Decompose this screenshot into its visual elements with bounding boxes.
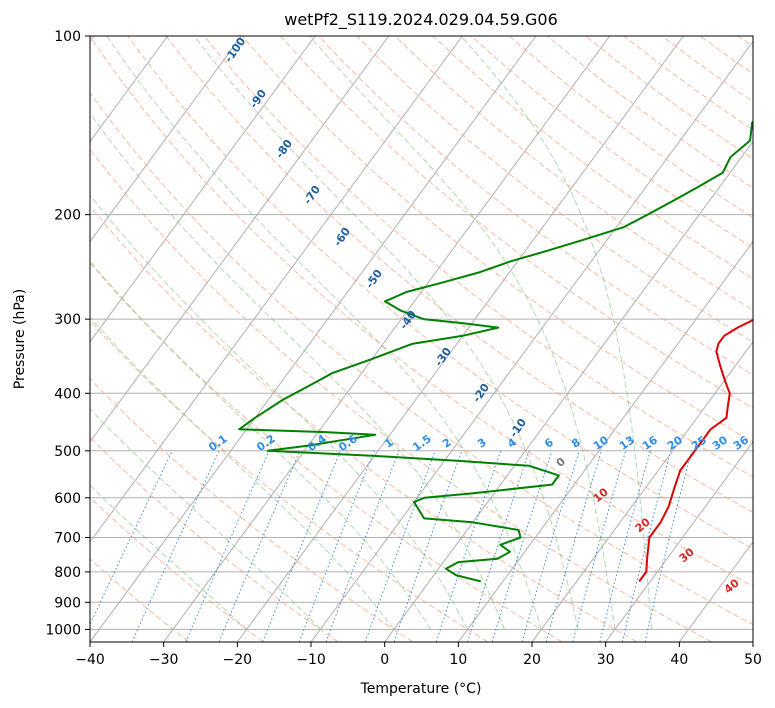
y-tick-label: 500: [54, 444, 81, 460]
x-tick-label: −10: [296, 652, 326, 668]
moist-adiabat: [460, 36, 653, 630]
mixing-ratio-line: [521, 450, 580, 642]
y-tick-label: 300: [54, 312, 81, 328]
mixing-ratio-line: [298, 450, 375, 642]
isotherm-line: [90, 36, 390, 443]
isotherm-line: [90, 36, 242, 243]
mixing-ratio-line: [218, 450, 301, 642]
isotherm-line: [605, 440, 753, 642]
temperature-profile: [638, 318, 753, 582]
moist-adiabat: [90, 316, 395, 630]
y-axis-label: Pressure (hPa): [12, 289, 28, 389]
isotherm-line: [90, 36, 537, 642]
mixing-ratio-line: [621, 450, 672, 642]
isotherm-line: [163, 36, 611, 642]
mixing-ratio-line: [325, 450, 400, 642]
x-tick-label: 0: [380, 652, 389, 668]
moist-adiabat: [90, 112, 505, 630]
isotherm-line: [90, 36, 316, 343]
isotherm-line: [457, 240, 753, 642]
chart-title: wetPf2_S119.2024.029.04.59.G06: [284, 10, 558, 30]
x-tick-label: −30: [149, 652, 179, 668]
mixing-ratio-line: [364, 450, 436, 642]
x-tick-label: 20: [523, 652, 541, 668]
mixing-ratio-line: [185, 450, 270, 642]
moist-adiabat: [90, 408, 321, 630]
mixing-ratio-line: [545, 450, 602, 642]
isotherm-line: [531, 340, 753, 642]
y-tick-label: 600: [54, 491, 81, 507]
y-tick-label: 200: [54, 208, 81, 224]
mixing-ratio-line: [599, 450, 651, 642]
mixing-ratio-line: [572, 450, 627, 642]
plot-frame: [89, 35, 754, 643]
dry-adiabat: [90, 319, 488, 642]
dry-adiabat: [90, 92, 753, 626]
y-tick-label: 400: [54, 386, 81, 402]
dry-adiabat: [241, 36, 753, 443]
moist-adiabat: [309, 36, 616, 630]
dry-adiabat: [127, 36, 753, 550]
y-axis: 100 200 300 400 500 600 700 800 900 1000: [45, 29, 90, 638]
mixing-ratio-line: [262, 450, 341, 642]
moist-adiabat: [193, 36, 579, 630]
mixing-ratio-line: [644, 450, 693, 642]
moist-adiabat: [90, 260, 432, 630]
background-lines: [90, 36, 753, 642]
isotherm-line: [90, 36, 463, 543]
x-tick-label: −40: [75, 652, 105, 668]
x-tick-label: 50: [744, 652, 762, 668]
dry-adiabat: [165, 36, 753, 514]
x-tick-label: 40: [670, 652, 688, 668]
x-tick-label: 10: [449, 652, 467, 668]
mixing-ratio-line: [491, 450, 553, 642]
dry-adiabat: [90, 148, 712, 642]
dry-adiabat: [90, 262, 563, 642]
isotherm-line: [236, 36, 684, 642]
moist-adiabat: [106, 36, 542, 630]
isotherm-line: [90, 36, 169, 143]
x-tick-label: 30: [597, 652, 615, 668]
dry-adiabat: [90, 377, 414, 642]
dry-adiabat: [280, 36, 753, 409]
moist-adiabat: [90, 194, 469, 630]
mixing-ratio-line: [467, 450, 530, 642]
dry-adiabat: [356, 36, 753, 343]
mixing-ratio-line: [393, 450, 463, 642]
y-tick-label: 100: [54, 29, 81, 45]
y-tick-label: 1000: [45, 622, 81, 638]
isotherm-line: [384, 140, 753, 642]
y-tick-label: 700: [54, 531, 81, 547]
mixing-ratio-line: [435, 450, 502, 642]
y-tick-label: 900: [54, 595, 81, 611]
series-layer: [238, 120, 753, 583]
dry-adiabat: [318, 36, 753, 376]
dry-adiabat: [90, 558, 190, 642]
y-tick-label: 800: [54, 565, 81, 581]
x-axis-label: Temperature (°C): [360, 681, 482, 697]
dry-adiabat: [90, 36, 753, 587]
x-axis: −40 −30 −20 −10 0 10 20 30 40 50: [75, 642, 762, 668]
x-tick-label: −20: [223, 652, 253, 668]
dewpoint-profile: [238, 120, 753, 583]
dry-adiabat: [90, 205, 638, 642]
